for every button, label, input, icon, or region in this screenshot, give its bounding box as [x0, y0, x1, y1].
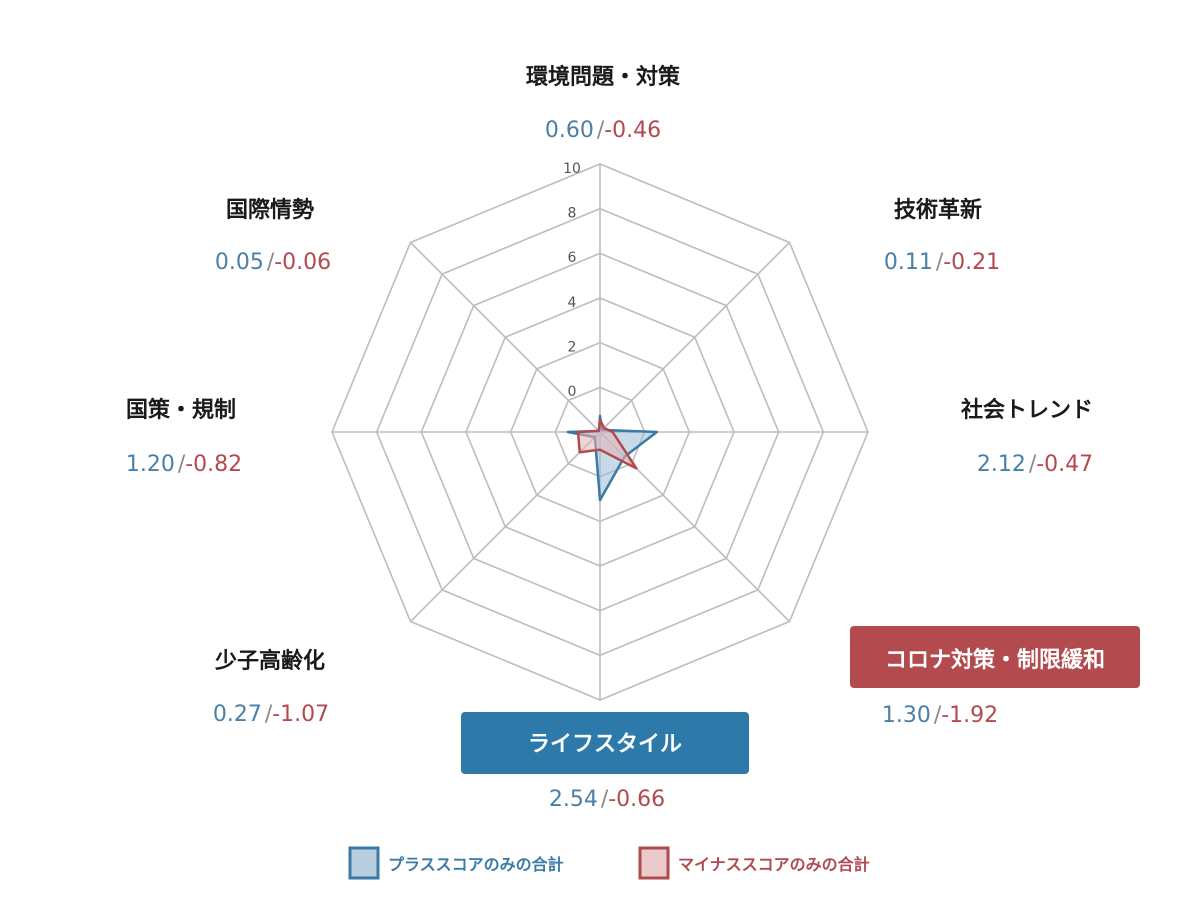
score-separator: / [936, 250, 944, 275]
score-separator: / [597, 118, 605, 143]
axis-score: 2.54/-0.66 [549, 787, 665, 812]
radius-ticks: 0 2 4 6 8 10 [563, 161, 581, 400]
plus-score: 0.05 [215, 250, 264, 275]
minus-score: -0.66 [608, 787, 665, 812]
radius-tick-label: 0 [568, 384, 577, 400]
legend: プラススコアのみの合計 マイナススコアのみの合計 [348, 846, 870, 880]
axis-label: 環境問題・対策 [526, 64, 681, 90]
axis-label: 国策・規制 [126, 397, 236, 423]
plus-score: 1.20 [126, 452, 175, 477]
axis-label: 少子高齢化 [214, 648, 325, 674]
radius-tick-label: 10 [563, 161, 581, 177]
radius-tick-label: 8 [568, 206, 577, 222]
minus-score: -0.47 [1036, 452, 1093, 477]
axis-score: 1.30/-1.92 [882, 703, 998, 728]
minus-score: -1.92 [941, 703, 998, 728]
minus-score: -1.07 [272, 702, 329, 727]
score-separator: / [265, 702, 273, 727]
axis-label: 社会トレンド [961, 397, 1093, 423]
axis-score: 2.12/-0.47 [977, 452, 1093, 477]
plus-score: 0.11 [884, 250, 933, 275]
axis-score: 0.05/-0.06 [215, 250, 331, 275]
score-separator: / [601, 787, 609, 812]
legend-swatch-plus [348, 846, 380, 880]
axis-score: 0.27/-1.07 [213, 702, 329, 727]
axis-score: 0.11/-0.21 [884, 250, 1000, 275]
axis-label: ライフスタイル [528, 732, 682, 757]
plus-score: 0.60 [545, 118, 594, 143]
axis-labels: 環境問題・対策0.60/-0.46技術革新0.11/-0.21社会トレンド2.1… [126, 64, 1140, 812]
minus-score: -0.46 [604, 118, 661, 143]
score-separator: / [1029, 452, 1037, 477]
plus-score: 1.30 [882, 703, 931, 728]
axis-label: コロナ対策・制限緩和 [885, 647, 1105, 673]
axis-label: 国際情勢 [226, 197, 314, 223]
legend-swatch-minus [638, 846, 670, 880]
plus-score: 2.54 [549, 787, 598, 812]
radar-series [566, 414, 659, 502]
minus-score: -0.82 [185, 452, 242, 477]
grid-spoke [409, 431, 601, 623]
highlight-box-plus [461, 712, 749, 774]
grid-spoke [599, 241, 791, 433]
axis-label: 技術革新 [894, 197, 982, 223]
axis-score: 1.20/-0.82 [126, 452, 242, 477]
plus-score: 0.27 [213, 702, 262, 727]
radius-tick-label: 4 [568, 295, 577, 311]
axis-score: 0.60/-0.46 [545, 118, 661, 143]
score-separator: / [267, 250, 275, 275]
score-separator: / [178, 452, 186, 477]
radius-tick-label: 6 [568, 250, 577, 266]
radius-tick-label: 2 [568, 339, 577, 355]
score-separator: / [934, 703, 942, 728]
legend-label-minus: マイナススコアのみの合計 [678, 855, 870, 874]
plus-score: 2.12 [977, 452, 1026, 477]
series-minus [576, 418, 638, 470]
grid-spoke [409, 241, 601, 433]
minus-score: -0.21 [943, 250, 1000, 275]
legend-label-plus: プラススコアのみの合計 [388, 855, 564, 874]
minus-score: -0.06 [274, 250, 331, 275]
highlight-box-minus [850, 626, 1140, 688]
